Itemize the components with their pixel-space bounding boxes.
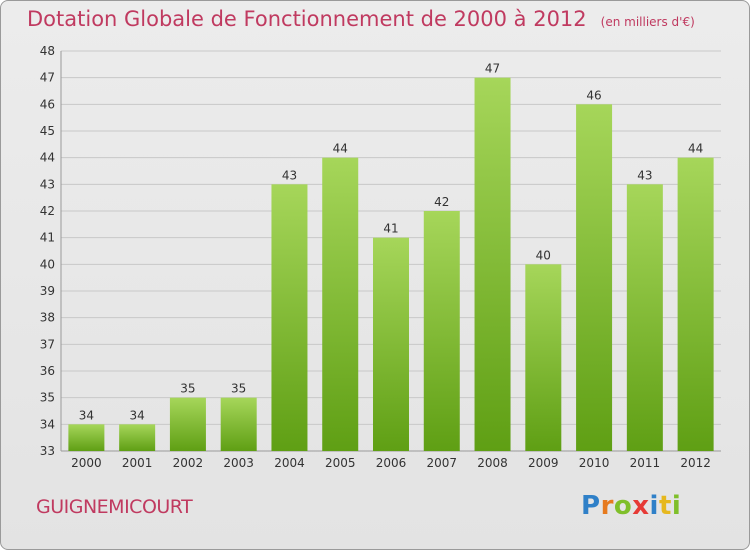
y-tick-label: 37 xyxy=(40,337,55,351)
label-layer: 33 34 35 36 37 38 39 40 41 42 43 44 45 46 47 48 34 2000 34… xyxy=(40,44,711,470)
data-label: 34 xyxy=(130,408,145,422)
bar[interactable] xyxy=(271,184,308,452)
y-tick-label: 42 xyxy=(40,204,55,218)
y-tick-label: 36 xyxy=(40,364,55,378)
logo-letter: x xyxy=(632,491,650,521)
data-label: 35 xyxy=(231,382,246,396)
bar[interactable] xyxy=(119,424,156,451)
y-tick-label: 47 xyxy=(40,71,55,85)
bar[interactable] xyxy=(220,397,257,451)
y-tick-label: 46 xyxy=(40,97,55,111)
y-tick-label: 48 xyxy=(40,44,55,58)
bar[interactable] xyxy=(322,157,359,451)
bar[interactable] xyxy=(373,237,409,451)
y-tick-label: 44 xyxy=(40,151,55,165)
y-tick-label: 39 xyxy=(40,284,55,298)
y-tick-label: 34 xyxy=(40,417,55,431)
chart-unit: (en milliers d'€) xyxy=(600,15,695,29)
y-tick-label: 33 xyxy=(40,444,55,458)
y-tick-label: 41 xyxy=(40,231,55,245)
bar[interactable] xyxy=(525,264,562,451)
logo-letter: o xyxy=(613,491,633,521)
commune-name: GUIGNEMICOURT xyxy=(36,496,193,518)
x-tick-label: 2007 xyxy=(426,456,457,470)
data-label: 43 xyxy=(637,168,652,182)
data-label: 46 xyxy=(586,88,601,102)
bar-layer xyxy=(68,77,714,452)
y-tick-label: 40 xyxy=(40,257,55,271)
y-tick-label: 43 xyxy=(40,177,55,191)
data-label: 44 xyxy=(688,142,703,156)
y-tick-label: 35 xyxy=(40,391,55,405)
data-label: 40 xyxy=(536,248,551,262)
logo-letter: t xyxy=(658,491,672,521)
logo-letter: i xyxy=(671,491,682,521)
data-label: 41 xyxy=(383,222,398,236)
proxiti-logo[interactable]: Proxiti xyxy=(581,491,681,521)
x-tick-label: 2009 xyxy=(528,456,559,470)
x-tick-label: 2011 xyxy=(630,456,661,470)
logo-letter: r xyxy=(600,491,614,521)
data-label: 34 xyxy=(79,408,94,422)
chart-title: Dotation Globale de Fonctionnement de 20… xyxy=(27,7,695,31)
x-tick-label: 2012 xyxy=(680,456,711,470)
x-tick-label: 2003 xyxy=(223,456,254,470)
bar[interactable] xyxy=(169,397,206,451)
chart-title-text: Dotation Globale de Fonctionnement de 20… xyxy=(27,7,587,31)
x-tick-label: 2006 xyxy=(376,456,407,470)
x-tick-label: 2002 xyxy=(173,456,204,470)
bar[interactable] xyxy=(626,184,663,452)
x-tick-label: 2010 xyxy=(579,456,610,470)
bar[interactable] xyxy=(576,104,613,451)
logo-letter: P xyxy=(581,491,601,521)
data-label: 47 xyxy=(485,62,500,76)
x-tick-label: 2005 xyxy=(325,456,356,470)
data-label: 43 xyxy=(282,168,297,182)
x-tick-label: 2001 xyxy=(122,456,153,470)
bar[interactable] xyxy=(474,77,511,452)
data-label: 42 xyxy=(434,195,449,209)
bar[interactable] xyxy=(68,424,105,451)
data-label: 44 xyxy=(333,142,348,156)
logo-letter: i xyxy=(649,491,659,521)
x-tick-label: 2008 xyxy=(477,456,508,470)
y-tick-label: 38 xyxy=(40,311,55,325)
x-tick-label: 2004 xyxy=(274,456,305,470)
y-tick-label: 45 xyxy=(40,124,55,138)
bar[interactable] xyxy=(423,211,460,451)
x-tick-label: 2000 xyxy=(71,456,102,470)
bar[interactable] xyxy=(677,157,714,451)
data-label: 35 xyxy=(180,382,195,396)
